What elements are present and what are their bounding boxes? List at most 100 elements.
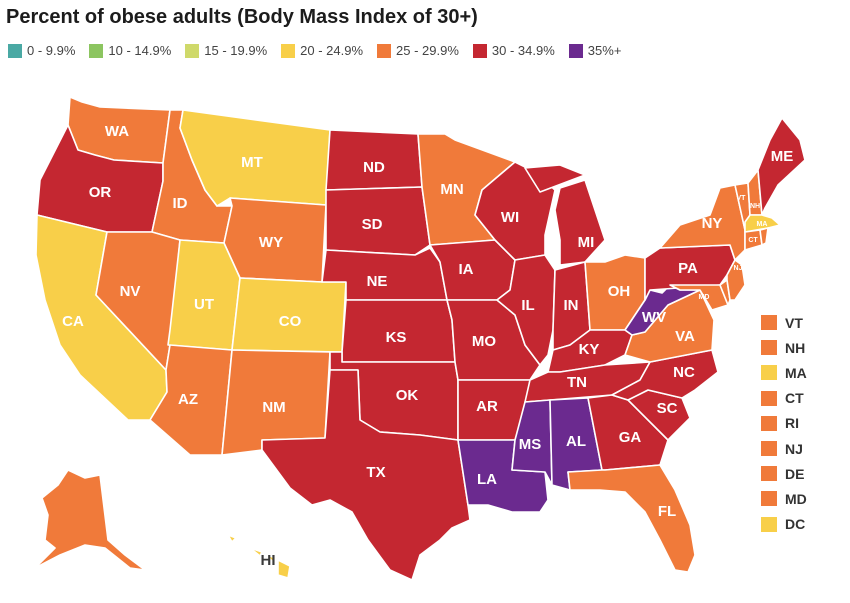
small-state-row: VT	[761, 310, 807, 335]
state-label-az: AZ	[178, 391, 198, 408]
small-state-row: CT	[761, 386, 807, 411]
small-state-row: RI	[761, 411, 807, 436]
state-sd[interactable]	[325, 186, 431, 256]
small-state-swatch	[761, 415, 777, 431]
small-state-label: CT	[785, 390, 804, 407]
state-label-wa: WA	[105, 123, 129, 140]
state-label-mi: MI	[578, 234, 595, 251]
state-label-md: MD	[699, 294, 710, 301]
state-label-wi: WI	[501, 209, 519, 226]
state-label-or: OR	[89, 184, 112, 201]
state-nc[interactable]	[611, 349, 719, 401]
small-state-label: MD	[785, 490, 807, 507]
state-label-ak: AK	[109, 509, 131, 526]
small-state-label: MA	[785, 364, 807, 381]
state-label-ut: UT	[194, 296, 214, 313]
legend-label: 35%+	[587, 43, 622, 58]
state-label-ct: CT	[748, 237, 758, 244]
legend-item: 20 - 24.9%	[281, 43, 363, 58]
small-state-swatch	[761, 466, 777, 482]
state-label-mn: MN	[440, 181, 463, 198]
state-label-ar: AR	[476, 398, 498, 415]
small-state-swatch	[761, 315, 777, 331]
small-state-row: DC	[761, 512, 807, 537]
small-states-legend: VT NH MA CT RI NJ DE MD DC	[761, 310, 807, 537]
legend-item: 30 - 34.9%	[472, 43, 555, 58]
state-label-sd: SD	[362, 216, 383, 233]
legend-swatch	[185, 43, 200, 58]
small-state-label: NH	[785, 339, 806, 356]
legend-label: 20 - 24.9%	[300, 43, 364, 58]
legend-swatch	[568, 43, 583, 58]
legend-item: 15 - 19.9%	[185, 43, 267, 58]
state-label-pa: PA	[678, 260, 698, 277]
state-tx[interactable]	[261, 369, 471, 581]
state-label-tx: TX	[366, 464, 385, 481]
map-title: Percent of obese adults (Body Mass Index…	[6, 6, 478, 28]
state-label-ma: MA	[757, 221, 768, 228]
state-label-mt: MT	[241, 154, 263, 171]
legend-swatch	[89, 43, 104, 58]
state-label-ny: NY	[702, 215, 723, 232]
state-hi[interactable]	[227, 534, 291, 579]
legend-item: 35%+	[568, 43, 622, 58]
state-label-tn: TN	[567, 374, 587, 391]
state-me[interactable]	[757, 117, 806, 216]
state-label-nv: NV	[120, 283, 141, 300]
small-state-swatch	[761, 340, 777, 356]
small-state-swatch	[761, 491, 777, 507]
state-il[interactable]	[496, 254, 556, 366]
legend-label: 10 - 14.9%	[108, 43, 172, 58]
state-label-vt: VT	[737, 195, 747, 202]
us-map: WA OR CA ID NV MT WY UT CO AZ NM ND SD N…	[34, 96, 806, 581]
state-label-nj: NJ	[734, 265, 743, 272]
small-state-row: NJ	[761, 436, 807, 461]
state-label-va: VA	[675, 328, 695, 345]
legend-swatch	[377, 43, 392, 58]
small-state-row: MA	[761, 360, 807, 385]
small-state-swatch	[761, 516, 777, 532]
legend-label: 15 - 19.9%	[204, 43, 268, 58]
state-ri[interactable]	[759, 227, 769, 246]
state-label-nh: NH	[750, 203, 760, 210]
state-label-ca: CA	[62, 313, 84, 330]
state-fl[interactable]	[567, 464, 696, 573]
state-label-la: LA	[477, 471, 497, 488]
state-label-wy: WY	[259, 234, 283, 251]
state-label-ky: KY	[579, 341, 600, 358]
state-label-oh: OH	[608, 283, 631, 300]
state-label-nm: NM	[262, 399, 285, 416]
legend-label: 0 - 9.9%	[27, 43, 76, 58]
state-ak[interactable]	[34, 469, 146, 571]
small-state-row: MD	[761, 486, 807, 511]
state-label-id: ID	[173, 195, 188, 212]
legend-item: 10 - 14.9%	[89, 43, 171, 58]
legend-label: 25 - 29.9%	[396, 43, 459, 58]
state-label-ms: MS	[519, 436, 542, 453]
state-nj[interactable]	[726, 259, 746, 301]
state-label-ga: GA	[619, 429, 642, 446]
state-label-ok: OK	[396, 387, 419, 404]
state-label-ia: IA	[459, 261, 474, 278]
state-label-nd: ND	[363, 159, 385, 176]
small-state-row: DE	[761, 461, 807, 486]
legend-item: 25 - 29.9%	[377, 43, 459, 58]
legend-swatch	[8, 43, 22, 58]
state-label-fl: FL	[658, 503, 676, 520]
state-label-nc: NC	[673, 364, 695, 381]
state-label-me: ME	[771, 148, 794, 165]
small-state-label: DE	[785, 465, 805, 482]
state-label-mo: MO	[472, 333, 496, 350]
state-label-sc: SC	[657, 400, 678, 417]
small-state-swatch	[761, 390, 777, 406]
state-label-wv: WV	[642, 309, 666, 326]
legend-item: 0 - 9.9%	[8, 43, 75, 58]
small-state-row: NH	[761, 335, 807, 360]
small-state-label: RI	[785, 415, 799, 432]
state-wi[interactable]	[474, 161, 556, 261]
small-state-label: DC	[785, 516, 806, 533]
legend-swatch	[281, 43, 296, 58]
state-label-hi: HI	[261, 552, 276, 569]
small-state-label: NJ	[785, 440, 803, 457]
state-label-il: IL	[521, 297, 534, 314]
